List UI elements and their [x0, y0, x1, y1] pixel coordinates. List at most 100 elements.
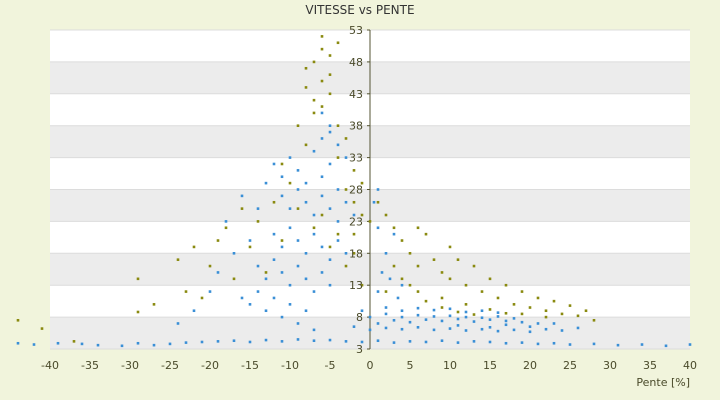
data-point [320, 194, 324, 198]
data-point [296, 188, 300, 191]
data-point [312, 60, 316, 64]
data-point [176, 258, 180, 261]
data-point [592, 342, 596, 346]
data-point [464, 315, 468, 319]
data-point [296, 338, 300, 341]
x-tick-label: 15 [483, 359, 497, 372]
data-point [416, 264, 420, 268]
data-point [328, 73, 332, 76]
data-point [136, 277, 140, 281]
data-point [328, 338, 332, 342]
data-point [424, 340, 428, 344]
data-point [456, 310, 460, 314]
x-tick-label: 30 [603, 359, 617, 372]
data-point [448, 314, 452, 318]
data-point [264, 271, 268, 274]
data-point [72, 340, 76, 343]
data-point [264, 338, 268, 342]
data-point [384, 252, 388, 255]
data-point [200, 340, 204, 344]
data-point [536, 342, 540, 346]
data-point [216, 340, 220, 343]
data-point [528, 306, 532, 309]
data-point [256, 290, 260, 293]
data-point [520, 290, 524, 293]
data-point [352, 232, 356, 236]
data-point [384, 326, 388, 330]
data-point [512, 303, 516, 306]
data-point [368, 220, 372, 223]
data-point [320, 105, 324, 108]
data-point [336, 143, 340, 147]
data-point [416, 326, 420, 329]
data-point [400, 239, 404, 242]
data-point [312, 226, 316, 230]
data-point [344, 252, 348, 255]
x-tick-labels: -40 -35 -30 -25 -20 -15 -10 -5 0 5 10 15 20 25 30 35 40 [41, 359, 697, 372]
data-point [32, 343, 36, 346]
data-point [424, 318, 428, 321]
y-tick-label: 8 [356, 311, 363, 324]
data-point [320, 175, 324, 179]
data-point [288, 283, 292, 287]
data-point [568, 304, 572, 307]
y-tick-label: 38 [349, 120, 363, 133]
y-tick-label: 23 [349, 215, 363, 228]
data-point [296, 239, 300, 242]
data-point [296, 124, 300, 127]
data-point [96, 343, 100, 347]
data-point [352, 213, 356, 217]
data-point [344, 188, 348, 191]
x-axis-title: Pente [%] [636, 376, 690, 389]
data-point [544, 327, 548, 331]
data-point [304, 200, 308, 204]
data-point [480, 316, 484, 320]
data-point [200, 296, 204, 300]
data-point [504, 319, 508, 323]
data-point [464, 310, 468, 314]
data-point [360, 283, 364, 287]
data-point [304, 66, 308, 70]
data-point [208, 264, 212, 268]
data-point [552, 341, 556, 345]
data-point [488, 340, 492, 344]
data-point [256, 220, 260, 223]
data-point [224, 220, 228, 223]
data-point [456, 341, 460, 344]
data-point [376, 339, 380, 343]
data-point [16, 318, 20, 322]
y-tick-label: 18 [349, 247, 363, 260]
data-point [504, 283, 508, 287]
x-tick-label: -35 [81, 359, 99, 372]
data-point [488, 277, 492, 281]
data-point [584, 309, 588, 313]
data-point [248, 245, 252, 249]
data-point [256, 207, 260, 210]
data-point [440, 306, 444, 309]
data-point [480, 327, 484, 331]
data-point [392, 232, 396, 236]
chart-title: VITESSE vs PENTE [305, 3, 414, 17]
x-tick-label: -40 [41, 359, 59, 372]
data-point [320, 47, 324, 51]
data-point [280, 245, 284, 249]
data-point [336, 156, 340, 159]
data-point [232, 252, 236, 255]
data-point [440, 319, 444, 323]
data-point [304, 252, 308, 255]
data-point [312, 111, 316, 115]
data-point [408, 340, 412, 343]
data-point [280, 340, 284, 343]
data-point [336, 41, 340, 45]
data-point [272, 258, 276, 261]
data-point [296, 322, 300, 325]
data-point [560, 329, 564, 332]
data-point [464, 329, 468, 332]
data-point [512, 328, 516, 332]
data-point [360, 213, 364, 217]
data-point [368, 328, 372, 332]
data-point [352, 200, 356, 204]
data-point [544, 309, 548, 313]
